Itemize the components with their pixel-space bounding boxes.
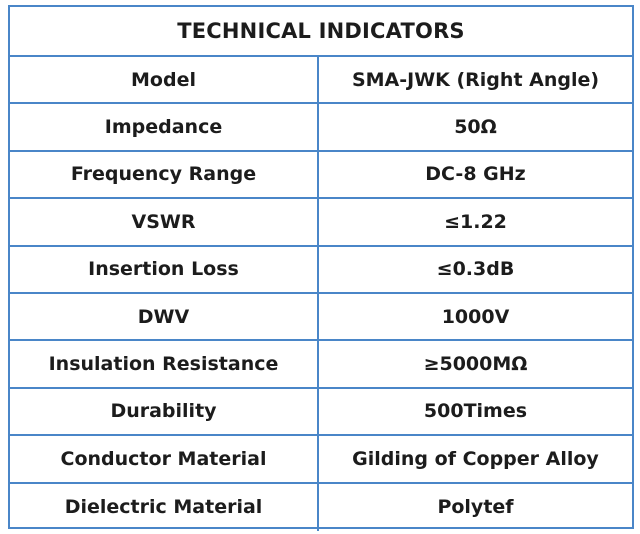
table-row: Dielectric Material Polytef — [10, 483, 632, 531]
table-row: Frequency Range DC-8 GHz — [10, 151, 632, 200]
row-label-insulation-resistance: Insulation Resistance — [10, 341, 319, 387]
row-value-durability: 500Times — [423, 400, 528, 423]
table-row: Insulation Resistance ≥5000MΩ — [10, 341, 632, 389]
table-row: Durability 500Times — [10, 388, 632, 437]
row-label-frequency-range: Frequency Range — [10, 151, 319, 198]
row-value-dwv: 1000V — [441, 305, 510, 328]
row-label-vswr: VSWR — [10, 199, 319, 245]
row-value-vswr: ≤1.22 — [444, 210, 507, 233]
row-value-insertion-loss: ≤0.3dB — [436, 258, 515, 281]
row-label-dielectric-material: Dielectric Material — [10, 483, 319, 531]
table-row: DWV 1000V — [10, 293, 632, 342]
technical-indicators-table: TECHNICAL INDICATORS Model SMA-JWK (Righ… — [8, 5, 634, 531]
table-row: VSWR ≤1.22 — [10, 199, 632, 247]
row-label-dwv: DWV — [10, 293, 319, 340]
row-label-model: Model — [10, 57, 319, 103]
table-row: Impedance 50Ω — [10, 104, 632, 152]
row-value-impedance: 50Ω — [454, 116, 497, 139]
row-label-insertion-loss: Insertion Loss — [10, 246, 319, 292]
row-label-impedance: Impedance — [10, 104, 319, 150]
table-body: Model SMA-JWK (Right Angle) Impedance 50… — [10, 57, 632, 531]
row-value-conductor-material: Gilding of Copper Alloy — [352, 447, 599, 470]
row-value-insulation-resistance: ≥5000MΩ — [423, 353, 528, 376]
row-value-frequency-range: DC-8 GHz — [425, 163, 526, 186]
row-value-model: SMA-JWK (Right Angle) — [351, 68, 600, 91]
table-row: Model SMA-JWK (Right Angle) — [10, 57, 632, 105]
table-title: TECHNICAL INDICATORS — [10, 7, 632, 57]
row-value-dielectric-material: Polytef — [437, 496, 514, 519]
table-row: Conductor Material Gilding of Copper All… — [10, 436, 632, 484]
table-row: Insertion Loss ≤0.3dB — [10, 246, 632, 294]
row-label-durability: Durability — [10, 388, 319, 435]
row-label-conductor-material: Conductor Material — [10, 436, 319, 482]
